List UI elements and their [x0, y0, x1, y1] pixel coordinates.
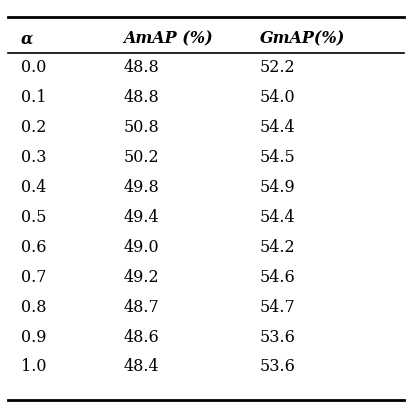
- Text: 0.9: 0.9: [21, 328, 46, 345]
- Text: 0.4: 0.4: [21, 178, 46, 196]
- Text: α: α: [21, 30, 33, 47]
- Text: AmAP (%): AmAP (%): [124, 30, 213, 47]
- Text: 48.8: 48.8: [124, 89, 159, 106]
- Text: 54.0: 54.0: [260, 89, 295, 106]
- Text: 49.2: 49.2: [124, 268, 159, 285]
- Text: 49.0: 49.0: [124, 238, 159, 255]
- Text: 52.2: 52.2: [260, 59, 295, 76]
- Text: 54.7: 54.7: [260, 298, 295, 315]
- Text: 53.6: 53.6: [260, 328, 295, 345]
- Text: 0.5: 0.5: [21, 208, 46, 225]
- Text: 0.2: 0.2: [21, 119, 46, 136]
- Text: 0.6: 0.6: [21, 238, 46, 255]
- Text: 48.8: 48.8: [124, 59, 159, 76]
- Text: 48.4: 48.4: [124, 357, 159, 375]
- Text: 54.4: 54.4: [260, 208, 295, 225]
- Text: 0.0: 0.0: [21, 59, 46, 76]
- Text: 0.8: 0.8: [21, 298, 46, 315]
- Text: 50.8: 50.8: [124, 119, 159, 136]
- Text: 54.6: 54.6: [260, 268, 295, 285]
- Text: 0.1: 0.1: [21, 89, 46, 106]
- Text: 49.4: 49.4: [124, 208, 159, 225]
- Text: 54.4: 54.4: [260, 119, 295, 136]
- Text: 54.5: 54.5: [260, 148, 295, 166]
- Text: 49.8: 49.8: [124, 178, 159, 196]
- Text: 0.3: 0.3: [21, 148, 46, 166]
- Text: 53.6: 53.6: [260, 357, 295, 375]
- Text: 50.2: 50.2: [124, 148, 159, 166]
- Text: 54.2: 54.2: [260, 238, 295, 255]
- Text: 54.9: 54.9: [260, 178, 295, 196]
- Text: 48.6: 48.6: [124, 328, 159, 345]
- Text: 48.7: 48.7: [124, 298, 159, 315]
- Text: GmAP(%): GmAP(%): [260, 30, 345, 47]
- Text: 0.7: 0.7: [21, 268, 46, 285]
- Text: 1.0: 1.0: [21, 357, 46, 375]
